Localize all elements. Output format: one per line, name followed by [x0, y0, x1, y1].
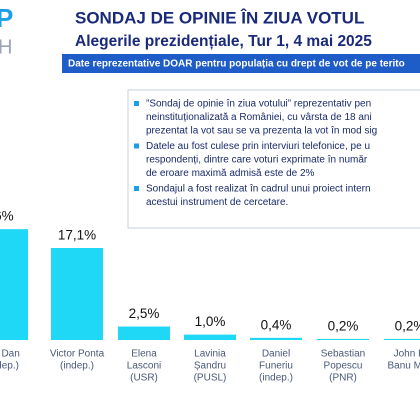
note-line: de eroare maximă admisă este de 2% — [146, 168, 315, 179]
value-label: ,6% — [0, 209, 14, 224]
note-line: acestui instrument de cercetare. — [146, 197, 288, 208]
category-label: Victor Ponta — [50, 349, 105, 360]
value-label: 0,2% — [395, 318, 420, 333]
category-label: Sebastian — [321, 349, 365, 360]
bullet — [134, 186, 139, 191]
bar — [118, 326, 170, 340]
note-line: ”Sondaj de opinie în ziua votului” repre… — [146, 99, 371, 110]
category-label: Șandru — [194, 361, 226, 372]
value-label: 1,0% — [195, 314, 226, 329]
bar — [384, 338, 420, 340]
category-label: Funeriu — [259, 361, 293, 372]
title: SONDAJ DE OPINIE ÎN ZIUA VOTUL — [75, 8, 364, 27]
value-label: 2,5% — [129, 306, 160, 321]
category-label: (indep.) — [259, 373, 293, 384]
value-label: 0,4% — [261, 317, 292, 332]
banner — [62, 54, 420, 73]
logo-letter: P — [0, 3, 13, 33]
bar — [250, 337, 302, 340]
bullet — [134, 143, 139, 149]
category-label: (indep.) — [60, 361, 94, 372]
note-line: respondenți, dintre care voturi exprimat… — [146, 155, 368, 166]
category-label: Lavinia — [194, 349, 226, 360]
category-label: Lasconi — [127, 361, 161, 372]
category-label: (PNR) — [329, 373, 357, 384]
bar — [317, 338, 369, 340]
category-label: Popescu — [324, 361, 363, 372]
note-line: Datele au fost culese prin interviuri te… — [146, 141, 370, 152]
note-line: prezentat la vot sau se va prezenta la v… — [146, 126, 377, 137]
category-label: John Io — [394, 349, 420, 360]
banner-text: Date reprezentative DOAR pentru populați… — [68, 59, 405, 70]
category-label: (PUSL) — [194, 373, 227, 384]
bullet — [134, 101, 139, 106]
bar — [51, 248, 103, 340]
category-label: gor Dan — [0, 349, 20, 360]
bar — [184, 334, 236, 340]
bar — [0, 229, 28, 340]
value-label: 0,2% — [328, 318, 359, 333]
subtitle: Alegerile prezidențiale, Tur 1, 4 mai 20… — [75, 33, 372, 50]
category-label: (USR) — [130, 373, 158, 384]
note-line: neinstituționalizată a României, cu vârs… — [146, 112, 372, 123]
notes-box — [127, 89, 420, 229]
logo-letter: H — [0, 36, 12, 58]
value-label: 17,1% — [58, 228, 96, 243]
category-label: Elena — [131, 349, 157, 360]
category-label: (indep.) — [0, 361, 19, 372]
note-line: Sondajul a fost realizat în cadrul unui … — [146, 184, 371, 195]
category-label: Daniel — [262, 349, 290, 360]
category-label: Banu Mus — [387, 361, 420, 372]
